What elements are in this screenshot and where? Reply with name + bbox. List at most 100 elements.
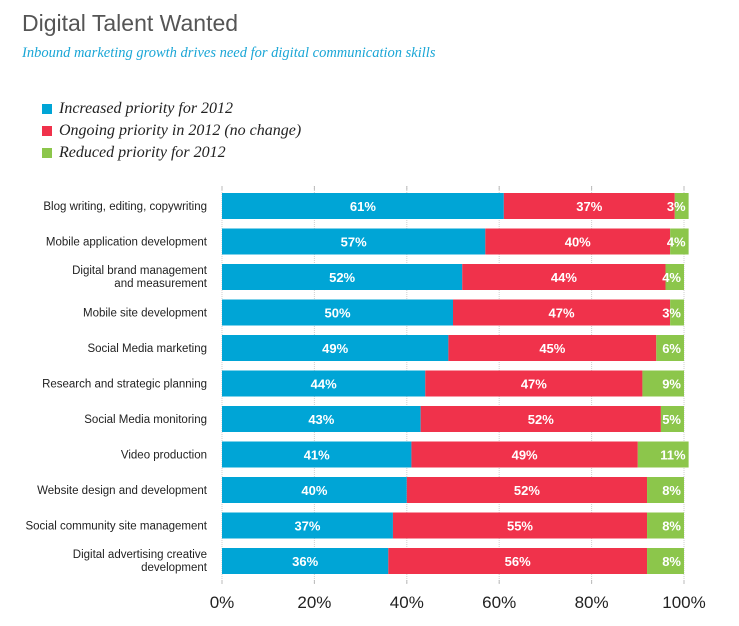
- category-label-line: Digital brand management: [72, 265, 208, 277]
- category-label: Social community site management: [25, 521, 207, 533]
- bar-segment: [406, 477, 648, 503]
- category-label-line: and measurement: [114, 278, 207, 290]
- chart-subtitle: Inbound marketing growth drives need for…: [22, 45, 436, 61]
- data-label: 8%: [662, 519, 681, 534]
- bar-segment: [660, 406, 684, 432]
- category-label-line: development: [141, 562, 208, 574]
- data-label: 3%: [667, 199, 686, 214]
- data-label: 8%: [662, 554, 681, 569]
- bar-segment: [453, 299, 671, 326]
- x-tick-label: 80%: [575, 593, 609, 612]
- data-label: 56%: [505, 554, 531, 569]
- bar-segment: [222, 335, 449, 361]
- data-label: 44%: [311, 377, 337, 392]
- legend-swatch-reduced: [42, 148, 52, 158]
- data-label: 40%: [301, 483, 327, 498]
- data-label: 44%: [551, 270, 577, 285]
- bar-segment: [674, 193, 689, 219]
- category-label: Social Media monitoring: [84, 414, 207, 426]
- legend-item-increased: Increased priority for 2012: [42, 98, 301, 120]
- category-label: Social Media marketing: [87, 343, 207, 355]
- data-label: 45%: [539, 341, 565, 356]
- data-label: 8%: [662, 483, 681, 498]
- bar-segment: [222, 548, 389, 574]
- bar-segment: [222, 264, 463, 290]
- bar-segment: [222, 193, 504, 219]
- data-label: 49%: [512, 448, 538, 463]
- x-tick-label: 40%: [390, 593, 424, 612]
- data-label: 5%: [662, 412, 681, 427]
- data-label: 37%: [576, 199, 602, 214]
- x-tick-label: 100%: [662, 593, 705, 612]
- legend-item-ongoing: Ongoing priority in 2012 (no change): [42, 120, 301, 142]
- data-label: 47%: [549, 306, 575, 321]
- bar-segment: [222, 512, 393, 539]
- data-label: 3%: [662, 306, 681, 321]
- data-label: 50%: [324, 306, 350, 321]
- x-tick-label: 20%: [297, 593, 331, 612]
- bar-segment: [425, 370, 643, 397]
- bar-segment: [647, 548, 684, 574]
- data-label: 4%: [662, 270, 681, 285]
- bar-segment: [637, 441, 689, 468]
- data-label: 47%: [521, 377, 547, 392]
- bar-segment: [670, 299, 684, 326]
- bar-segment: [222, 299, 453, 326]
- data-label: 37%: [294, 519, 320, 534]
- category-label: Digital brand management and measurement: [72, 265, 208, 290]
- data-label: 61%: [350, 199, 376, 214]
- x-tick-label: 60%: [482, 593, 516, 612]
- bar-segment: [647, 477, 684, 503]
- category-label: Blog writing, editing, copywriting: [43, 201, 207, 213]
- x-tick-label: 0%: [210, 593, 235, 612]
- legend-label-increased: Increased priority for 2012: [59, 100, 234, 117]
- data-label: 52%: [514, 483, 540, 498]
- category-label: Mobile application development: [46, 237, 208, 249]
- bar-segment: [222, 441, 412, 468]
- bar-segment: [647, 512, 684, 539]
- category-label: Website design and development: [37, 485, 208, 497]
- data-label: 49%: [322, 341, 348, 356]
- bar-segment: [642, 370, 684, 397]
- legend-swatch-increased: [42, 104, 52, 114]
- legend-item-reduced: Reduced priority for 2012: [42, 142, 301, 164]
- category-label-line: Digital advertising creative: [73, 549, 207, 561]
- data-label: 40%: [565, 235, 591, 250]
- bar-segment: [222, 477, 407, 503]
- data-label: 52%: [528, 412, 554, 427]
- bar-segment: [665, 264, 684, 290]
- bar-segment: [388, 548, 648, 574]
- chart-title: Digital Talent Wanted: [22, 10, 239, 36]
- bar-segment: [222, 406, 421, 432]
- category-label: Research and strategic planning: [42, 379, 207, 391]
- bar-segment: [656, 335, 684, 361]
- bar-segment: [392, 512, 648, 539]
- data-label: 4%: [667, 235, 686, 250]
- bar-segment: [420, 406, 661, 432]
- legend-label-ongoing: Ongoing priority in 2012 (no change): [59, 122, 302, 139]
- data-label: 55%: [507, 519, 533, 534]
- bar-segment: [670, 228, 689, 255]
- bar-segment: [222, 228, 486, 255]
- data-label: 57%: [341, 235, 367, 250]
- data-label: 9%: [662, 377, 681, 392]
- bar-segment: [503, 193, 675, 219]
- category-label: Mobile site development: [83, 308, 208, 320]
- data-label: 11%: [660, 448, 686, 463]
- legend-label-reduced: Reduced priority for 2012: [59, 144, 226, 161]
- data-label: 41%: [304, 448, 330, 463]
- legend-swatch-ongoing: [42, 126, 52, 136]
- category-label: Video production: [121, 450, 207, 462]
- data-label: 43%: [308, 412, 334, 427]
- bar-segment: [448, 335, 657, 361]
- bar-segment: [462, 264, 666, 290]
- data-label: 52%: [329, 270, 355, 285]
- data-label: 6%: [662, 341, 681, 356]
- bar-segment: [485, 228, 671, 255]
- bar-segment: [411, 441, 638, 468]
- bar-segment: [222, 370, 426, 397]
- data-label: 36%: [292, 554, 318, 569]
- legend: Increased priority for 2012 Ongoing prio…: [42, 98, 301, 164]
- category-label: Digital advertising creative development: [73, 549, 208, 574]
